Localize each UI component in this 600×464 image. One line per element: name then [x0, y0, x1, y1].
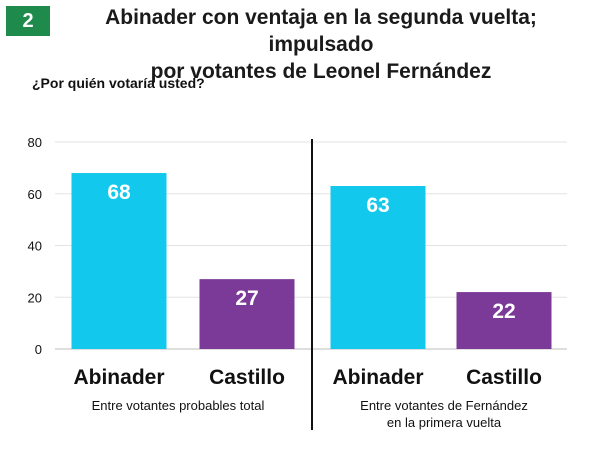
bar-value-label: 27	[235, 287, 258, 310]
chart-title-line-2: por votantes de Leonel Fernández	[150, 60, 492, 83]
bar-value-label: 22	[492, 300, 515, 323]
y-tick-label: 20	[28, 290, 42, 305]
bar-abinader	[71, 173, 167, 349]
category-label: Castillo	[466, 366, 542, 389]
y-tick-label: 80	[28, 135, 42, 150]
bar-castillo	[199, 279, 295, 349]
category-label: Abinader	[332, 366, 423, 389]
group-label: Entre votantes de Fernández	[360, 398, 528, 413]
chart-title: Abinader con ventaja en la segunda vuelt…	[56, 4, 586, 85]
y-tick-label: 0	[35, 342, 42, 357]
bar-value-label: 68	[107, 181, 131, 204]
y-axis-ticks: 0 20 40 60 80	[28, 135, 42, 357]
bar-castillo	[456, 292, 552, 349]
group-label: Entre votantes probables total	[92, 398, 265, 413]
labels-layer: 68 Abinader 27 Castillo Entre votantes proba…	[73, 181, 541, 430]
bar-value-label: 63	[366, 194, 389, 217]
y-tick-label: 60	[28, 187, 42, 202]
group-label: en la primera vuelta	[387, 415, 502, 430]
chart-number-badge: 2	[6, 6, 50, 36]
chart-title-line-1: Abinader con ventaja en la segunda vuelt…	[105, 6, 537, 56]
bar-abinader	[330, 185, 426, 349]
y-tick-label: 40	[28, 239, 42, 254]
bars-layer	[71, 173, 552, 349]
category-label: Castillo	[209, 366, 285, 389]
survey-question: ¿Por quién votaría usted?	[32, 75, 205, 91]
category-label: Abinader	[73, 366, 164, 389]
